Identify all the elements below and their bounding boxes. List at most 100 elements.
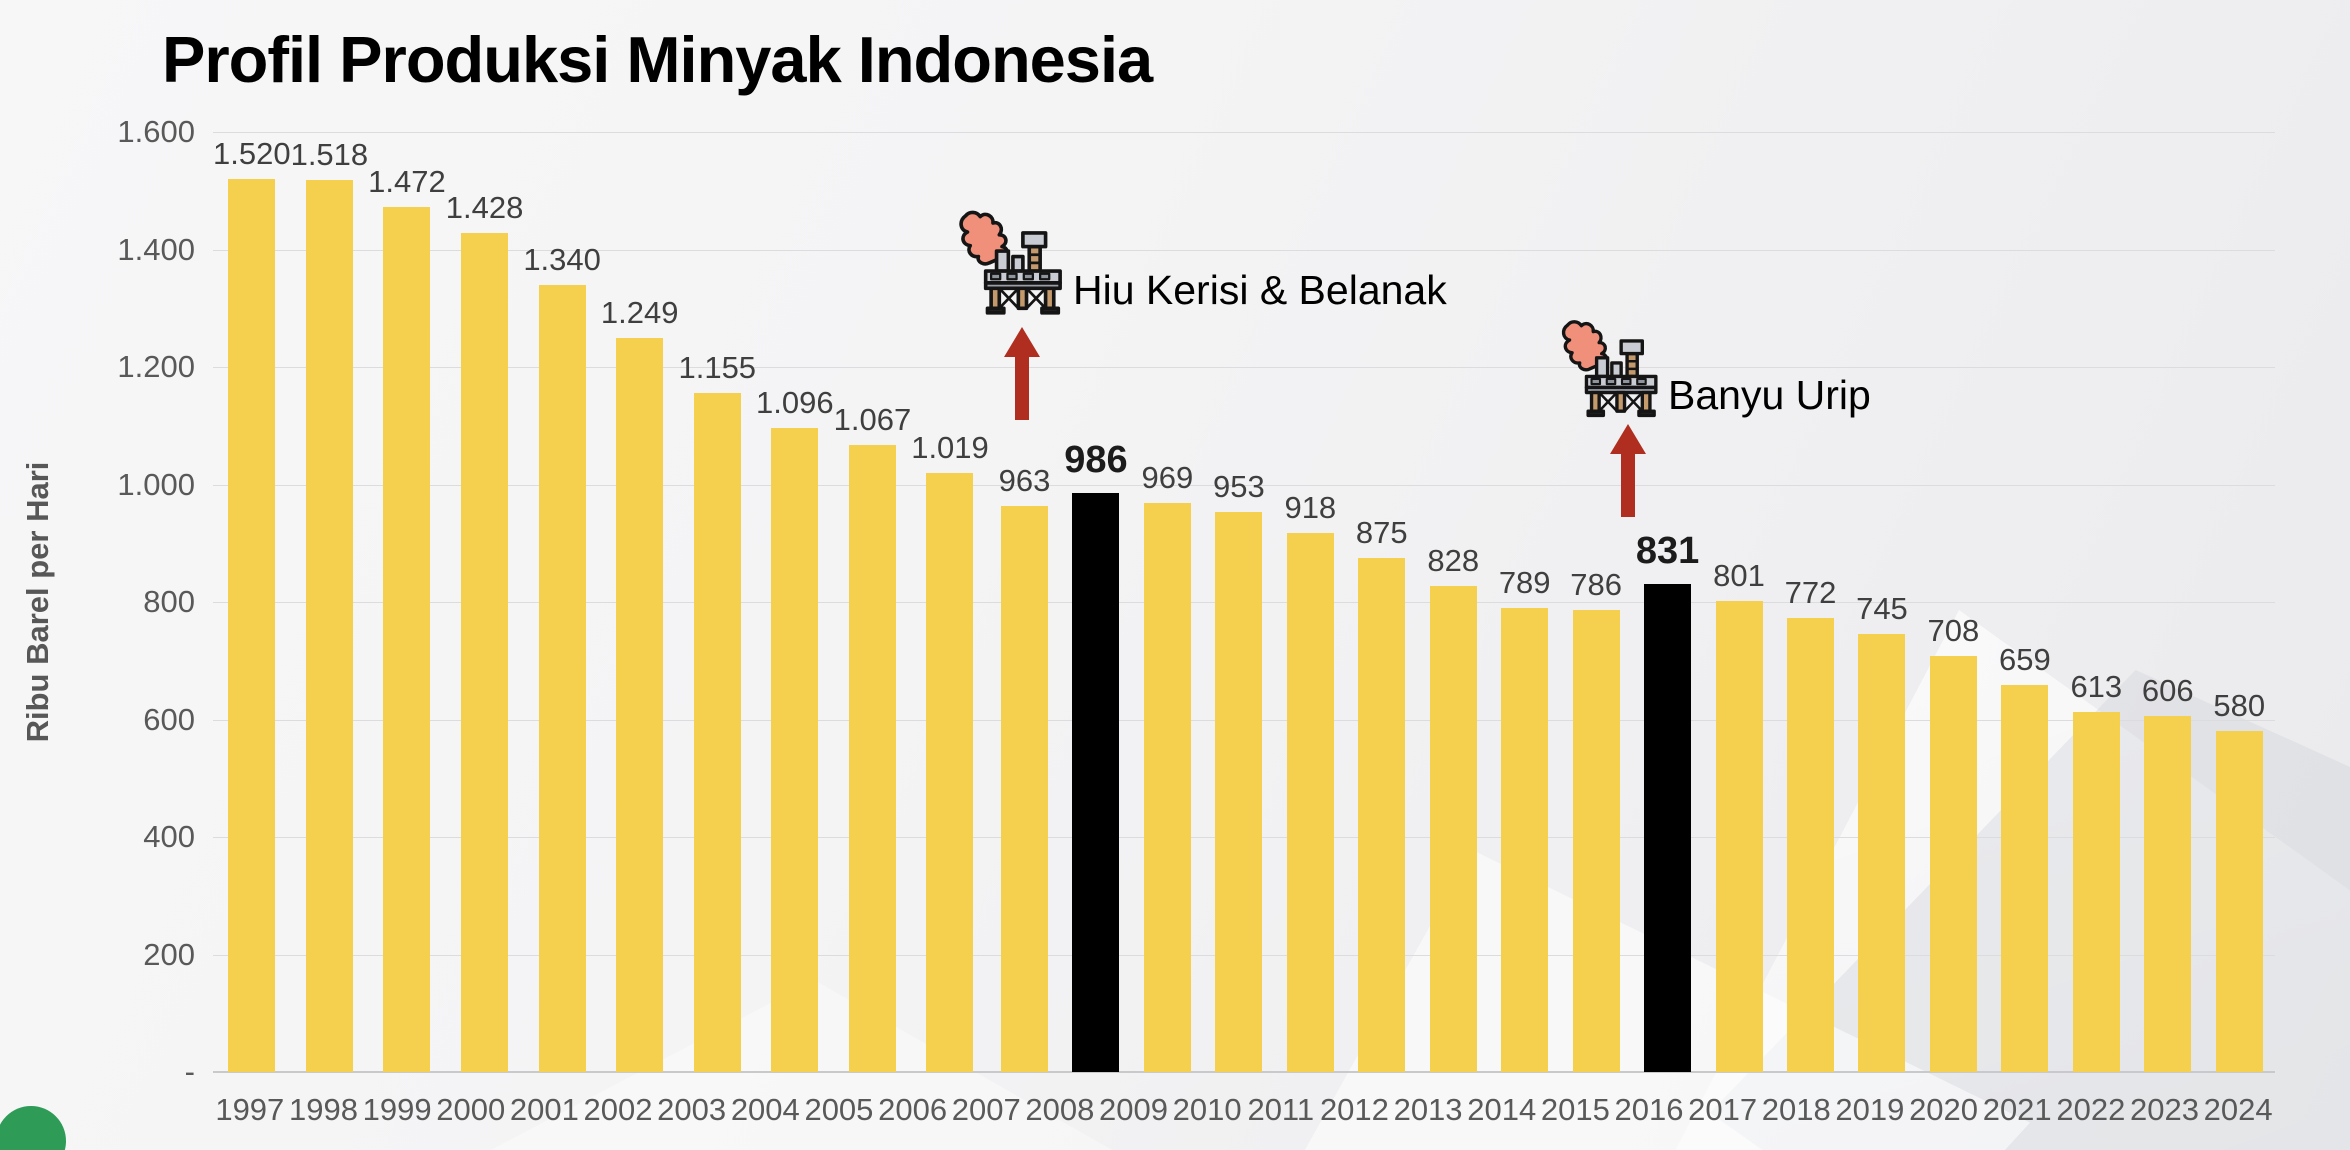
bar-2017 [1715, 601, 1763, 1072]
bar-2024 [2215, 731, 2263, 1072]
bar-2010 [1215, 512, 1263, 1072]
bar-2016 [1644, 583, 1692, 1072]
x-tick-label-2013: 2013 [1393, 1092, 1463, 1127]
bar-value-label-2009: 969 [1141, 459, 1194, 495]
bar-2018 [1786, 618, 1834, 1072]
x-tick-label-2015: 2015 [1540, 1092, 1610, 1127]
bar-column-2011: 918 [1275, 132, 1346, 1072]
bar-column-2015: 786 [1560, 132, 1631, 1072]
x-tick-label-2016: 2016 [1614, 1092, 1684, 1127]
bar-column-2012: 875 [1346, 132, 1417, 1072]
x-tick-label-2008: 2008 [1025, 1092, 1095, 1127]
page-title: Profil Produksi Minyak Indonesia [162, 23, 1153, 96]
y-tick-label-200: 200 [143, 936, 195, 972]
bar-value-label-2012: 875 [1355, 514, 1408, 550]
bar-2014 [1501, 608, 1549, 1072]
y-tick-label-1200: 1.200 [117, 349, 195, 384]
bar-value-label-2001: 1.340 [523, 241, 601, 277]
x-tick-label-2009: 2009 [1099, 1092, 1168, 1127]
bar-value-label-1998: 1.518 [290, 137, 369, 173]
bar-2009 [1143, 502, 1191, 1072]
bar-value-label-2014: 789 [1498, 565, 1551, 601]
x-tick-label-2020: 2020 [1909, 1092, 1979, 1127]
x-tick-label-2017: 2017 [1688, 1092, 1758, 1127]
x-tick-label-1998: 1998 [288, 1092, 358, 1127]
x-tick-label-2021: 2021 [1982, 1092, 2052, 1127]
bar-2023 [2144, 715, 2192, 1072]
bar-value-label-2008: 986 [1064, 438, 1128, 481]
bar-2004 [771, 428, 819, 1072]
y-tick-label-1600: 1.600 [117, 114, 195, 149]
bar-2007 [1001, 506, 1048, 1072]
x-tick-label-2019: 2019 [1835, 1092, 1905, 1127]
bar-value-label-2019: 745 [1856, 591, 1908, 627]
bar-value-label-2006: 1.019 [911, 430, 989, 466]
bar-value-label-2016: 831 [1635, 529, 1700, 572]
gridline-1000 [213, 484, 2275, 486]
bar-2008 [1072, 492, 1120, 1072]
bar-2006 [926, 473, 974, 1072]
bar-column-2019: 745 [1846, 132, 1917, 1072]
bar-value-label-2004: 1.096 [756, 385, 834, 421]
oil-rig-flare-icon [1561, 320, 1658, 418]
bar-value-label-2015: 786 [1570, 567, 1622, 603]
red-up-arrow-icon [1004, 327, 1040, 420]
bar-2003 [693, 393, 741, 1072]
annotation-label: Banyu Urip [1668, 372, 1871, 418]
x-tick-label-2000: 2000 [436, 1092, 506, 1127]
x-tick-label-2004: 2004 [730, 1092, 800, 1127]
annotation-label: Hiu Kerisi & Belanak [1073, 267, 1447, 313]
bar-value-label-2017: 801 [1713, 558, 1765, 594]
bar-column-2000: 1.428 [446, 132, 523, 1072]
y-tick-label-0: - [184, 1054, 195, 1089]
x-tick-label-2022: 2022 [2056, 1092, 2126, 1127]
bar-value-label-1997: 1.520 [213, 136, 291, 171]
oil-rig-flare-icon [959, 210, 1062, 315]
decorative-green-circle [0, 1106, 66, 1150]
bar-2013 [1429, 585, 1477, 1072]
x-tick-label-2018: 2018 [1761, 1092, 1831, 1127]
bar-value-label-2018: 772 [1784, 575, 1837, 611]
arrow-shaft [1015, 357, 1029, 420]
y-tick-label-600: 600 [143, 701, 195, 737]
x-tick-label-2014: 2014 [1467, 1092, 1537, 1127]
y-tick-label-400: 400 [143, 819, 195, 854]
bar-column-2022: 613 [2061, 132, 2132, 1072]
bar-value-label-2007: 963 [998, 463, 1051, 499]
x-tick-label-2003: 2003 [657, 1092, 727, 1127]
y-tick-label-1400: 1.400 [117, 231, 195, 267]
bar-value-label-2002: 1.249 [600, 295, 679, 331]
bar-value-label-2005: 1.067 [833, 402, 912, 438]
bar-column-2007: 963 [989, 132, 1060, 1072]
x-tick-label-2023: 2023 [2129, 1092, 2199, 1127]
gridline-1400 [213, 249, 2275, 251]
bar-column-2024: 580 [2203, 132, 2274, 1072]
bar-column-1997: 1.520 [213, 132, 291, 1072]
bar-value-label-2021: 659 [1998, 641, 2051, 677]
bar-column-2010: 953 [1203, 132, 1274, 1072]
bar-2000 [461, 233, 509, 1072]
bar-column-2021: 659 [1989, 132, 2060, 1072]
x-tick-label-2010: 2010 [1172, 1092, 1242, 1127]
bar-2005 [848, 445, 896, 1072]
bar-value-label-2010: 953 [1213, 469, 1265, 505]
x-tick-label-2006: 2006 [878, 1092, 948, 1127]
bar-2002 [616, 338, 664, 1072]
bar-value-label-2003: 1.155 [678, 350, 757, 386]
bar-1997 [228, 179, 276, 1072]
bar-column-2008: 986 [1060, 132, 1131, 1072]
bar-2019 [1858, 634, 1906, 1072]
x-axis-line [213, 1071, 2275, 1073]
bar-column-1998: 1.518 [290, 132, 369, 1072]
plot-area: 1.520 1.518 1.472 1.428 1.340 1.249 1.155 1.096… [213, 132, 2275, 1073]
bar-value-label-2011: 918 [1284, 489, 1337, 525]
arrow-head [1610, 424, 1646, 454]
x-axis-labels: 1997 1998 1999 2000 2001 2002 2003 2004 2005 2006… [213, 1092, 2275, 1128]
bar-column-2002: 1.249 [600, 132, 679, 1072]
bar-column-2003: 1.155 [678, 132, 756, 1072]
bar-column-2006: 1.019 [911, 132, 989, 1072]
bar-column-2001: 1.340 [523, 132, 601, 1072]
bar-2020 [1929, 656, 1977, 1072]
bar-1998 [305, 180, 353, 1072]
